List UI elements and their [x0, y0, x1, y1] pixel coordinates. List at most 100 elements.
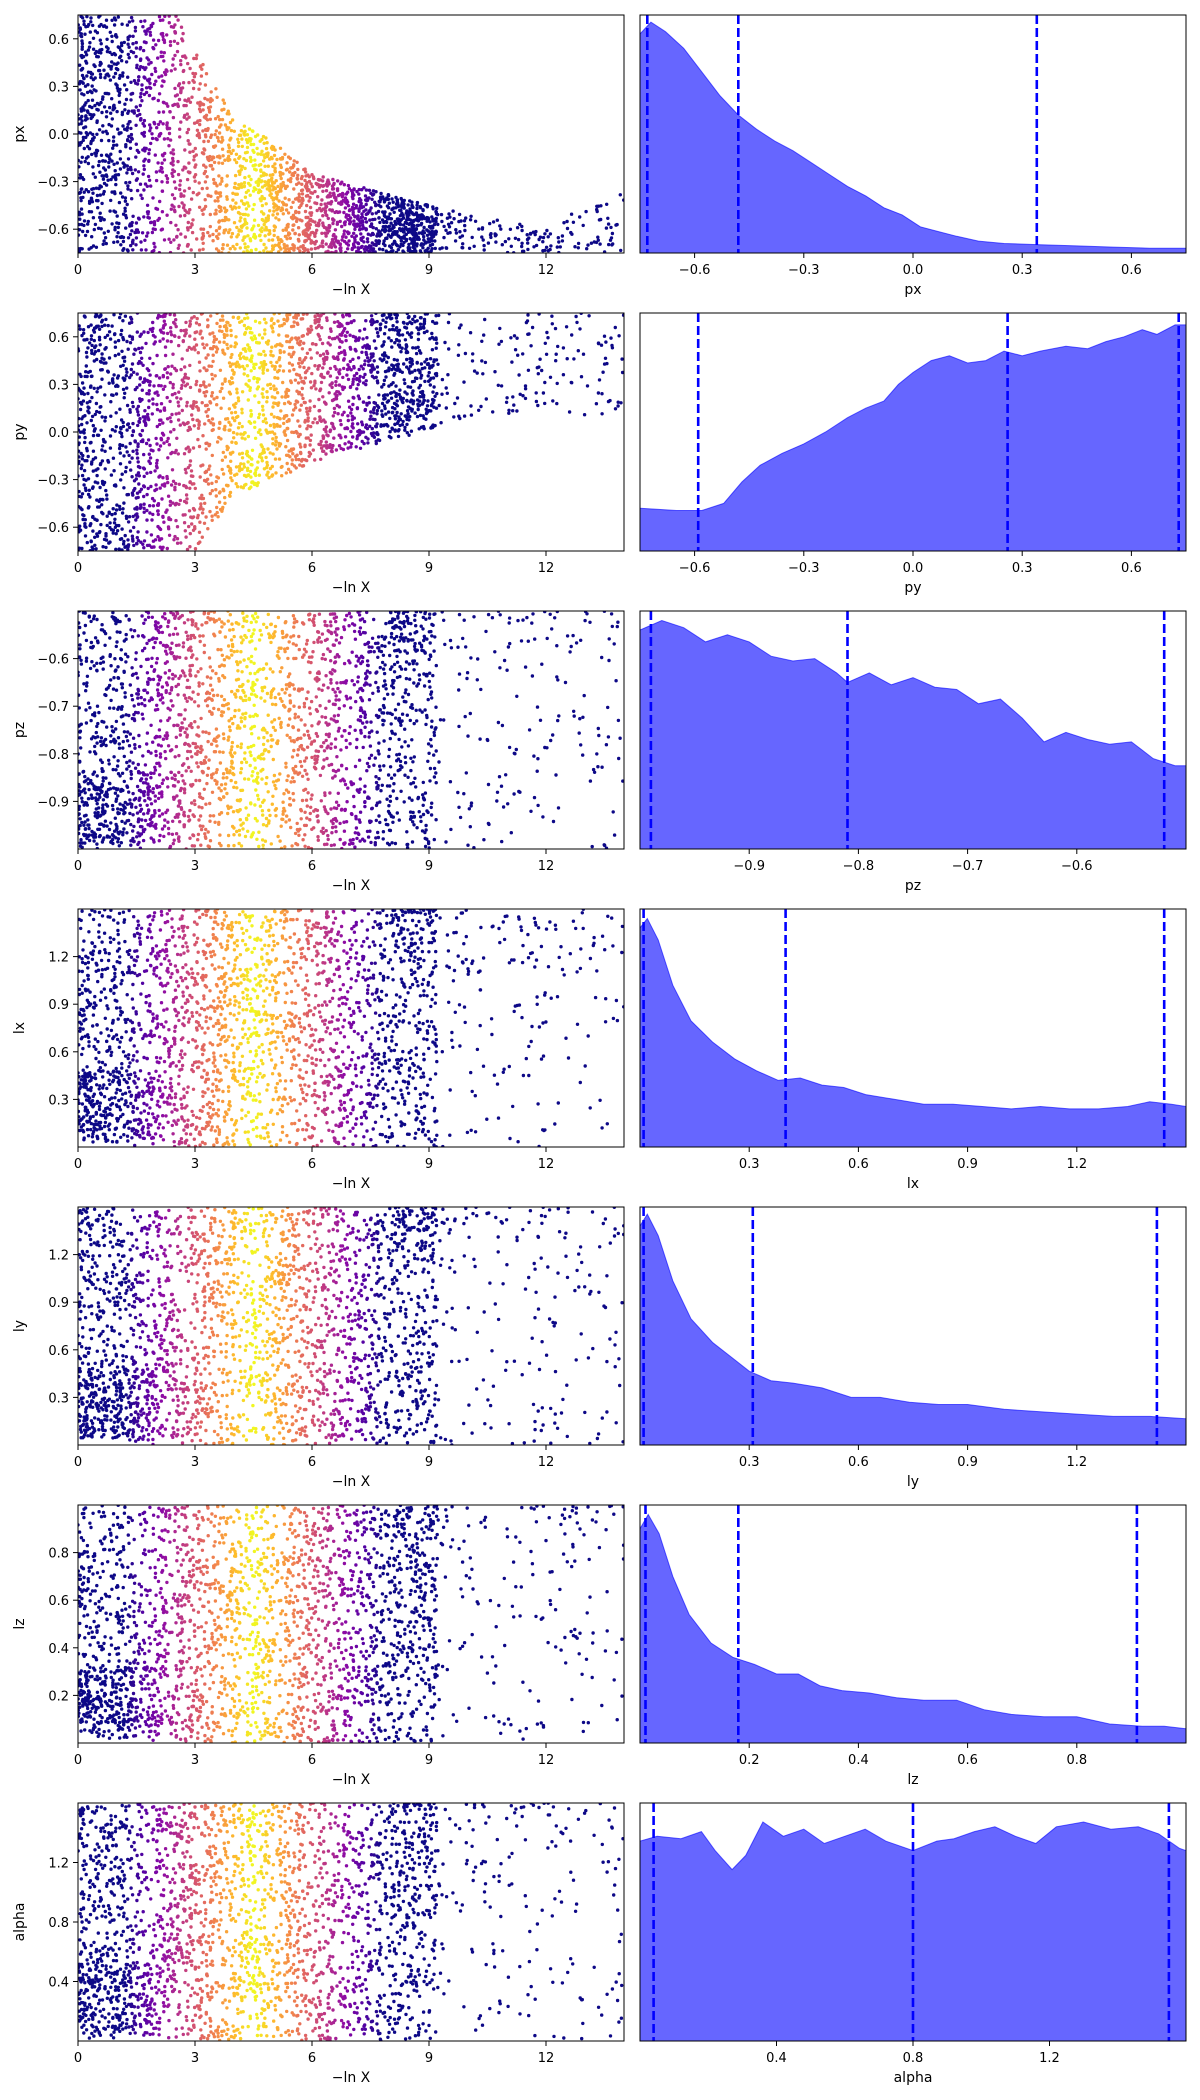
scatter-point — [176, 172, 181, 177]
scatter-point — [84, 156, 89, 160]
scatter-point — [135, 188, 140, 193]
scatter-point — [128, 334, 132, 338]
scatter-point — [331, 187, 336, 191]
scatter-point — [214, 229, 219, 233]
scatter-point — [143, 157, 147, 161]
scatter-point — [282, 317, 286, 322]
scatter-point — [129, 468, 133, 472]
scatter-point — [168, 138, 173, 142]
scatter-point — [263, 183, 267, 188]
scatter-point — [410, 370, 414, 374]
scatter-point — [213, 513, 217, 517]
scatter-point — [156, 98, 160, 103]
scatter-point — [454, 231, 459, 235]
scatter-point — [248, 469, 253, 474]
scatter-point — [554, 359, 558, 363]
scatter-point — [415, 319, 419, 323]
scatter-point — [153, 69, 158, 74]
scatter-point — [336, 240, 340, 245]
scatter-point — [237, 169, 241, 174]
scatter-point — [326, 341, 330, 345]
scatter-point — [309, 324, 313, 329]
scatter-point — [398, 222, 403, 227]
scatter-point — [376, 438, 381, 442]
scatter-point — [244, 357, 249, 361]
scatter-point — [349, 368, 353, 372]
scatter-point — [79, 495, 84, 499]
scatter-point — [191, 506, 196, 511]
scatter-point — [351, 377, 356, 381]
scatter-point — [268, 173, 272, 177]
scatter-point — [208, 154, 212, 159]
scatter-point — [107, 511, 111, 515]
scatter-point — [155, 458, 159, 463]
scatter-point — [86, 110, 90, 115]
scatter-point — [531, 230, 536, 234]
scatter-point — [115, 383, 119, 387]
scatter-point — [276, 319, 280, 323]
scatter-point — [298, 358, 302, 362]
scatter-point — [231, 198, 235, 202]
scatter-point — [325, 351, 330, 356]
scatter-point — [256, 133, 260, 137]
scatter-point — [359, 215, 363, 220]
scatter-point — [171, 148, 175, 152]
scatter-point — [238, 466, 242, 471]
scatter-point — [382, 332, 387, 336]
scatter-point — [180, 378, 184, 382]
scatter-point — [279, 409, 283, 413]
scatter-point — [135, 330, 139, 334]
scatter-point — [79, 122, 83, 126]
scatter-point — [306, 248, 310, 252]
scatter-point — [271, 442, 275, 446]
scatter-point — [523, 387, 528, 391]
scatter-point — [139, 540, 143, 544]
scatter-point — [555, 245, 559, 249]
scatter-point — [193, 179, 197, 183]
scatter-point — [525, 237, 530, 242]
scatter-point — [116, 225, 121, 230]
scatter-point — [81, 108, 86, 112]
scatter-point — [78, 327, 82, 331]
scatter-point — [270, 238, 275, 242]
scatter-point — [435, 391, 439, 396]
scatter-point — [254, 340, 259, 345]
scatter-point — [246, 453, 250, 458]
scatter-point — [175, 541, 180, 545]
scatter-point — [567, 410, 572, 414]
scatter-point — [91, 191, 95, 195]
scatter-point — [452, 217, 456, 221]
scatter-point — [564, 325, 569, 329]
scatter-point — [122, 83, 127, 87]
scatter-point — [282, 350, 286, 354]
scatter-point — [332, 320, 337, 324]
scatter-point — [168, 43, 173, 48]
scatter-point — [160, 210, 165, 214]
scatter-point — [401, 243, 405, 248]
scatter-point — [217, 205, 222, 209]
scatter-point — [246, 325, 250, 330]
scatter-point — [281, 212, 285, 216]
scatter-point — [145, 492, 149, 497]
scatter-point — [436, 222, 440, 227]
scatter-point — [422, 238, 426, 242]
scatter-point — [356, 422, 360, 426]
scatter-point — [169, 330, 173, 334]
scatter-point — [185, 497, 189, 501]
scatter-point — [182, 499, 187, 504]
scatter-point — [138, 103, 142, 108]
scatter-point — [138, 112, 142, 117]
scatter-point — [359, 232, 363, 236]
scatter-point — [363, 359, 367, 363]
scatter-point — [179, 397, 183, 401]
scatter-point — [129, 49, 133, 54]
scatter-point — [78, 449, 81, 453]
scatter-point — [217, 500, 222, 504]
scatter-point — [594, 240, 599, 245]
scatter-point — [316, 195, 320, 199]
scatter-point — [78, 233, 81, 237]
scatter-point — [183, 148, 187, 152]
scatter-point — [114, 33, 118, 37]
scatter-point — [97, 68, 101, 73]
scatter-point — [363, 372, 367, 377]
